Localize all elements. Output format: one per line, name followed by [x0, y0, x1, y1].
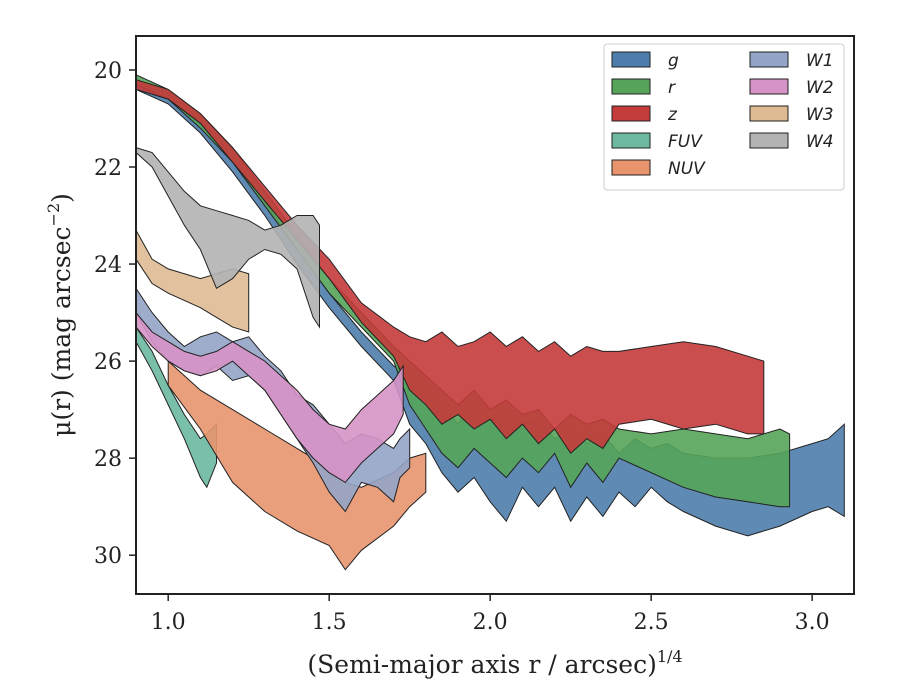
- profile-bands: [135, 74, 845, 571]
- band-fuv: [135, 325, 217, 489]
- legend-swatch-z: [611, 105, 651, 122]
- band-nuv: [167, 359, 427, 571]
- band-w3: [135, 229, 250, 333]
- legend-items: grz FUV NUV W1 W2 W3 W4: [611, 51, 834, 179]
- x-tick-label: 1.5: [312, 610, 347, 635]
- y-tick-label: 26: [94, 350, 122, 375]
- legend-swatch-r: [611, 78, 651, 95]
- legend-swatch-w1: [749, 51, 789, 68]
- x-tick-label: 1.0: [151, 610, 186, 635]
- legend-swatch-w4: [749, 132, 789, 149]
- y-axis-label: μ(r) (mag arcsec−2): [44, 193, 76, 437]
- legend-swatch-nuv: [611, 159, 651, 176]
- legend-swatch-g: [611, 51, 651, 68]
- band-w4: [135, 146, 320, 329]
- x-axis-label-exponent: 1/4: [657, 647, 683, 666]
- legend-label-w1: W1: [806, 51, 834, 71]
- y-tick-label: 24: [94, 253, 122, 278]
- y-axis-label-exponent: −2: [44, 203, 63, 227]
- y-tick-label: 28: [94, 447, 122, 472]
- legend-swatch-w3: [749, 105, 789, 122]
- y-axis-label-text: μ(r) (mag arcsec: [47, 226, 76, 436]
- x-axis-label-text: (Semi-major axis r / arcsec): [307, 650, 656, 679]
- x-tick-label: 2.0: [473, 610, 508, 635]
- legend-label-w2: W2: [806, 78, 834, 98]
- legend-label-fuv: FUV: [668, 132, 703, 152]
- x-tick-label: 2.5: [634, 610, 669, 635]
- x-axis-ticks: 1.0 1.5 2.0 2.5 3.0: [151, 594, 830, 635]
- legend-label-g: g: [668, 51, 679, 71]
- y-tick-label: 20: [94, 59, 122, 84]
- y-tick-label: 22: [94, 156, 122, 181]
- legend-label-w4: W4: [806, 132, 834, 152]
- legend-label-nuv: NUV: [668, 159, 706, 179]
- x-tick-label: 3.0: [795, 610, 830, 635]
- legend-swatch-fuv: [611, 132, 651, 149]
- legend-label-r: r: [668, 78, 676, 98]
- legend-label-z: z: [667, 105, 678, 125]
- band-w2: [135, 311, 404, 484]
- legend-swatch-w2: [749, 78, 789, 95]
- legend-label-w3: W3: [806, 105, 834, 125]
- x-axis-label: (Semi-major axis r / arcsec)1/4: [307, 647, 682, 679]
- band-z: [135, 79, 765, 455]
- y-axis-label-close: ): [47, 193, 76, 203]
- legend: grz FUV NUV W1 W2 W3 W4: [603, 43, 845, 191]
- y-axis-ticks: 20 22 24 26 28 30: [94, 59, 136, 569]
- y-tick-label: 30: [94, 544, 122, 569]
- plot-frame: [135, 35, 855, 595]
